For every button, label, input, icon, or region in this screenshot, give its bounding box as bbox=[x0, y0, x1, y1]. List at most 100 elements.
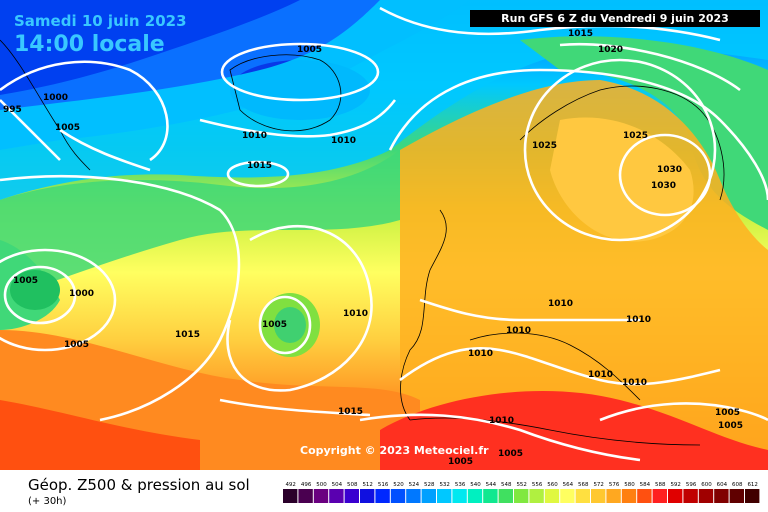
scale-swatch bbox=[283, 489, 298, 503]
scale-tick-label: 584 bbox=[640, 482, 651, 488]
isobar-label: 1010 bbox=[489, 416, 514, 426]
scale-tick-label: 520 bbox=[393, 482, 404, 488]
scale-tick-label: 492 bbox=[285, 482, 296, 488]
isobar-1030-high bbox=[618, 133, 712, 217]
scale-tick-label: 592 bbox=[670, 482, 681, 488]
scale-tick-label: 540 bbox=[470, 482, 481, 488]
scale-swatch bbox=[606, 489, 621, 503]
isobar-label: 1030 bbox=[651, 181, 676, 191]
scale-tick-label: 600 bbox=[701, 482, 712, 488]
band-red-africa bbox=[380, 391, 768, 470]
scale-swatch bbox=[344, 489, 359, 503]
scale-swatch bbox=[729, 489, 744, 503]
africa-coast bbox=[409, 417, 701, 446]
copyright: Copyright © 2023 Meteociel.fr bbox=[300, 444, 489, 457]
isobar-1010-north bbox=[199, 99, 397, 138]
scale-swatch bbox=[298, 489, 313, 503]
isobar-1015-atlantic bbox=[0, 174, 241, 422]
mediterranean-coast bbox=[469, 332, 641, 401]
scale-tick-label: 572 bbox=[593, 482, 604, 488]
scandinavia-coast bbox=[519, 85, 725, 201]
isobar-label: 1015 bbox=[247, 161, 272, 171]
isobar-label: 1005 bbox=[715, 408, 740, 418]
scale-tick-label: 536 bbox=[455, 482, 466, 488]
isobar-label: 1005 bbox=[13, 276, 38, 286]
scale-tick-label: 604 bbox=[717, 482, 728, 488]
scale-tick-label: 544 bbox=[486, 482, 497, 488]
scale-swatch bbox=[437, 489, 452, 503]
isobar-label: 1010 bbox=[331, 136, 356, 146]
isobar-label: 1030 bbox=[657, 165, 682, 175]
isobar-1010-europe-b bbox=[399, 347, 721, 386]
legend-title: Géop. Z500 & pression au sol bbox=[28, 476, 250, 494]
scale-swatch bbox=[683, 489, 698, 503]
legend-subtitle: (+ 30h) bbox=[28, 496, 67, 507]
scale-swatch bbox=[329, 489, 344, 503]
scale-swatch bbox=[560, 489, 575, 503]
low-core-west bbox=[10, 270, 60, 310]
isobar-1005-west-ring bbox=[0, 248, 117, 352]
isobar-label: 1000 bbox=[43, 93, 68, 103]
run-info: Run GFS 6 Z du Vendredi 9 juin 2023 bbox=[470, 10, 760, 27]
color-scale: 492 496 500 504 508 512 516 520 524 528 532 536 540 5… bbox=[283, 482, 760, 503]
isobar-label: 1005 bbox=[55, 123, 80, 133]
isobar-labels: 1015 1020 1005 1000 995 1005 1010 1010 1… bbox=[3, 29, 743, 467]
isobar-995 bbox=[0, 99, 61, 161]
canada-coast bbox=[0, 39, 91, 171]
isobar-1025-high bbox=[523, 58, 717, 242]
scale-swatch bbox=[421, 489, 436, 503]
isobar-label: 1025 bbox=[623, 131, 648, 141]
scale-tick-label: 528 bbox=[424, 482, 435, 488]
scale-swatch bbox=[313, 489, 329, 503]
scale-swatch bbox=[452, 489, 467, 503]
scale-tick-label: 612 bbox=[747, 482, 758, 488]
isobar-label: 1005 bbox=[297, 45, 322, 55]
west-europe-coast bbox=[400, 209, 447, 421]
scale-swatch bbox=[575, 489, 590, 503]
isobar-1010-europe-a bbox=[419, 298, 640, 322]
coastlines bbox=[0, 39, 725, 446]
isobar-label: 1010 bbox=[506, 326, 531, 336]
isobar-label: 1010 bbox=[343, 309, 368, 319]
isobar-1015-south bbox=[219, 398, 371, 417]
scale-swatch bbox=[529, 489, 544, 503]
scale-swatch bbox=[698, 489, 714, 503]
isobar-1005-east bbox=[599, 402, 768, 422]
scale-swatch bbox=[498, 489, 513, 503]
greenland-coast bbox=[229, 54, 342, 132]
isobar-1010-south bbox=[359, 413, 641, 462]
scale-swatch bbox=[467, 489, 483, 503]
scale-tick-label: 576 bbox=[609, 482, 620, 488]
isobar-label: 1010 bbox=[626, 315, 651, 325]
scale-tick-label: 508 bbox=[347, 482, 358, 488]
scale-tick-label: 596 bbox=[686, 482, 697, 488]
scale-tick-label: 564 bbox=[563, 482, 574, 488]
scale-swatch bbox=[621, 489, 637, 503]
scale-tick-label: 516 bbox=[378, 482, 389, 488]
isobar-label: 1005 bbox=[64, 340, 89, 350]
isobar-label: 1010 bbox=[468, 349, 493, 359]
forecast-date: Samedi 10 juin 2023 bbox=[14, 12, 187, 30]
z500-field-map: 1015 1020 1005 1000 995 1005 1010 1010 1… bbox=[0, 0, 768, 470]
isobar-1015-small bbox=[226, 160, 290, 188]
legend-footer: Géop. Z500 & pression au sol (+ 30h) 492… bbox=[0, 470, 768, 512]
isobar-label: 1015 bbox=[175, 330, 200, 340]
scale-swatch bbox=[544, 489, 560, 503]
isobar-1000-west bbox=[3, 265, 77, 325]
isobar-1010-cutoff bbox=[226, 224, 373, 392]
scale-tick-label: 512 bbox=[362, 482, 373, 488]
scale-tick-label: 560 bbox=[547, 482, 558, 488]
scale-swatch bbox=[514, 489, 529, 503]
band-red-west bbox=[0, 400, 200, 470]
scale-tick-label: 500 bbox=[316, 482, 327, 488]
isobar-label: 1000 bbox=[69, 289, 94, 299]
scale-tick-label: 568 bbox=[578, 482, 589, 488]
scale-tick-label: 524 bbox=[409, 482, 420, 488]
scale-swatch bbox=[745, 489, 760, 503]
isobar-label-extra: 1010 bbox=[622, 378, 647, 388]
isobar-label: 1025 bbox=[532, 141, 557, 151]
band-green-atlantic bbox=[0, 150, 400, 300]
scale-tick-label: 548 bbox=[501, 482, 512, 488]
scale-swatch bbox=[406, 489, 421, 503]
forecast-time: 14:00 locale bbox=[14, 32, 165, 57]
